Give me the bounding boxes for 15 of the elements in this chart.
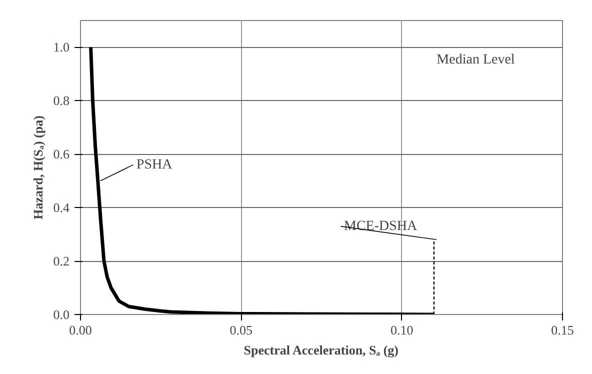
y-tick-label: 0.0 bbox=[53, 307, 70, 322]
annotation: Median Level bbox=[436, 52, 515, 68]
y-tick-label: 0.2 bbox=[53, 254, 70, 269]
series-label: MCE-DSHA bbox=[344, 218, 418, 234]
legend-label: PSHA bbox=[136, 157, 174, 172]
x-tick-label: 0.05 bbox=[230, 322, 253, 338]
y-axis-title: Hazard, H(Sₐ) (pa) bbox=[30, 116, 46, 220]
x-tick-label: 0.00 bbox=[69, 322, 92, 338]
x-axis-title: Spectral Acceleration, Sₐ (g) bbox=[244, 342, 398, 358]
y-tick-label: 0.8 bbox=[53, 93, 70, 108]
y-tick-label: 0.4 bbox=[53, 200, 70, 216]
x-tick-label: 0.10 bbox=[390, 322, 414, 338]
x-tick-label: 0.15 bbox=[551, 322, 574, 338]
y-tick-label: 1.0 bbox=[53, 40, 70, 55]
y-tick-label: 0.6 bbox=[53, 146, 70, 162]
